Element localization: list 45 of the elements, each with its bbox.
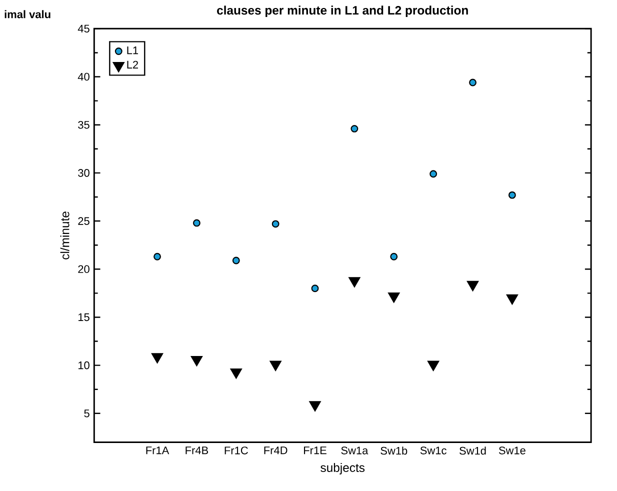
- x-axis-title: subjects: [320, 463, 365, 474]
- x-tick-label: Sw1b: [380, 446, 408, 455]
- point: [190, 356, 203, 366]
- y-tick-label: 35: [78, 120, 90, 129]
- point: [348, 277, 360, 288]
- point: [427, 360, 440, 371]
- x-tick-label: Fr1E: [304, 446, 326, 454]
- y-tick-label: 20: [78, 265, 90, 274]
- x-tick-label: Sw1c: [420, 446, 446, 454]
- point: [192, 219, 200, 227]
- point: [390, 252, 398, 260]
- point: [270, 360, 282, 371]
- x-tick-label: Sw1e: [498, 446, 526, 454]
- x-tick-label: Sw1d: [460, 446, 486, 455]
- y-tick-label: 15: [78, 313, 90, 322]
- x-tick-label: Fr4B: [186, 446, 208, 454]
- y-tick-label: 25: [78, 217, 90, 225]
- legend-label: L1: [127, 46, 138, 54]
- point: [430, 170, 438, 178]
- point: [230, 368, 242, 379]
- point: [506, 294, 518, 305]
- x-tick-label: Fr1A: [146, 446, 170, 454]
- point: [466, 280, 479, 292]
- text: imal valu: [4, 10, 50, 18]
- y-axis-title: cl/minute: [60, 212, 70, 260]
- chart-title: clauses per minute in L1 and L2 production: [217, 6, 468, 18]
- y-tick-label: 40: [78, 72, 90, 81]
- point: [311, 284, 319, 292]
- point: [350, 124, 358, 132]
- x-tick-label: Fr4D: [264, 446, 288, 454]
- y-tick-label: 30: [78, 169, 90, 177]
- point: [272, 220, 280, 228]
- y-tick-label: 10: [78, 361, 90, 370]
- point: [151, 353, 164, 364]
- x-tick-label: Fr1C: [224, 446, 248, 454]
- point: [388, 292, 400, 303]
- point: [309, 401, 321, 412]
- point: [154, 252, 161, 260]
- y-tick-label: 45: [78, 24, 90, 32]
- point: [469, 78, 476, 86]
- point: [232, 256, 240, 264]
- y-tick-label: 5: [84, 410, 90, 418]
- x-tick-label: Sw1a: [341, 446, 368, 454]
- point: [508, 191, 516, 199]
- legend-label: L2: [127, 60, 138, 68]
